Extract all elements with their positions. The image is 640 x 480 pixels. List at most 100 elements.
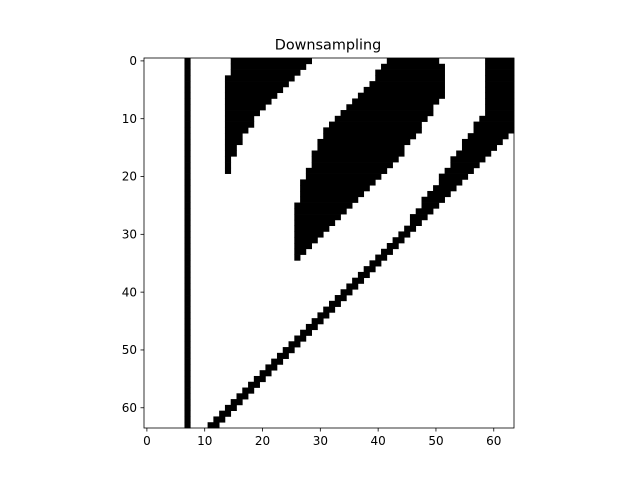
y-tick-label: 50: [122, 343, 137, 357]
image-pixel-run: [236, 393, 249, 400]
image-pixel-run: [294, 202, 353, 209]
image-pixel-run: [369, 260, 382, 267]
x-tick-label: 20: [255, 434, 270, 448]
image-pixel-run: [224, 156, 232, 163]
image-pixel-run: [184, 399, 191, 406]
image-pixel-run: [184, 98, 191, 105]
image-pixel-run: [184, 260, 191, 267]
image-pixel-run: [230, 399, 243, 406]
image-pixel-run: [485, 92, 515, 99]
axes-frame: [143, 57, 515, 429]
image-pixel-run: [340, 110, 434, 117]
image-pixel-run: [230, 63, 307, 70]
image-pixel-run: [224, 81, 289, 88]
image-pixel-run: [184, 63, 191, 70]
image-pixel-run: [184, 393, 191, 400]
image-pixel-run: [224, 110, 260, 117]
image-pixel-run: [363, 266, 376, 273]
image-pixel-run: [184, 289, 191, 296]
image-pixel-run: [456, 150, 492, 157]
image-pixel-run: [438, 173, 469, 180]
image-pixel-run: [184, 121, 191, 128]
image-pixel-run: [184, 254, 191, 261]
image-pixel-run: [184, 277, 191, 284]
image-pixel-run: [224, 121, 255, 128]
image-pixel-run: [224, 162, 232, 169]
image-pixel-run: [305, 173, 382, 180]
image-pixel-run: [184, 312, 191, 319]
image-pixel-run: [224, 98, 272, 105]
y-tick-label: 40: [122, 285, 137, 299]
image-pixel-run: [184, 237, 191, 244]
image-pixel-run: [398, 231, 411, 238]
image-pixel-run: [392, 237, 405, 244]
image-pixel-run: [224, 86, 284, 94]
image-pixel-run: [184, 295, 191, 302]
image-pixel-run: [184, 300, 191, 307]
image-pixel-run: [224, 133, 243, 140]
image-pixel-run: [300, 329, 313, 336]
image-pixel-run: [184, 156, 191, 163]
image-pixel-run: [461, 138, 503, 146]
image-pixel-run: [224, 104, 266, 111]
image-pixel-run: [184, 347, 191, 354]
image-pixel-run: [421, 196, 445, 203]
image-pixel-run: [288, 341, 301, 348]
image-pixel-run: [184, 150, 191, 157]
image-pixel-run: [300, 196, 359, 203]
x-tick-label: 30: [313, 434, 328, 448]
x-tick-label: 50: [428, 434, 443, 448]
image-pixel-run: [485, 58, 515, 65]
image-pixel-run: [300, 185, 370, 192]
image-pixel-run: [467, 133, 509, 140]
image-pixel-run: [184, 271, 191, 279]
image-pixel-run: [224, 404, 237, 412]
image-pixel-run: [219, 410, 232, 417]
image-pixel-run: [224, 138, 243, 146]
image-pixel-run: [294, 231, 324, 238]
image-pixel-run: [450, 162, 480, 169]
image-pixel-run: [294, 214, 341, 221]
image-pixel-run: [352, 98, 440, 105]
image-pixel-run: [375, 75, 445, 82]
image-pixel-run: [259, 370, 272, 377]
image-pixel-run: [485, 104, 515, 111]
image-pixel-run: [184, 92, 191, 99]
plot-area: 0 10 20 30 40 50 60 0 10 20 30 40 50 60: [122, 54, 515, 448]
image-pixel-run: [450, 156, 486, 163]
image-pixel-run: [311, 150, 405, 157]
image-pixel-run: [224, 127, 249, 134]
image-pixel-run: [276, 352, 289, 359]
y-tick-label: 30: [122, 228, 137, 242]
image-pixel-run: [184, 375, 191, 383]
image-pixel-run: [184, 266, 191, 273]
image-pixel-run: [444, 167, 474, 174]
image-pixel-run: [409, 219, 422, 227]
image-pixel-run: [438, 179, 463, 186]
image-pixel-run: [485, 98, 515, 105]
image-pixel-run: [352, 277, 365, 284]
image-pixel-run: [184, 404, 191, 412]
image-pixel-run: [184, 138, 191, 146]
image-pixel-run: [357, 271, 370, 279]
image-pixel-run: [184, 341, 191, 348]
image-pixel-run: [473, 127, 515, 134]
image-pixel-run: [294, 248, 307, 255]
image-pixel-run: [409, 214, 428, 221]
image-pixel-run: [334, 115, 428, 122]
image-pixel-run: [317, 138, 411, 146]
image-pixel-run: [184, 358, 191, 365]
image-pixel-run: [282, 347, 295, 354]
image-pixel-run: [184, 104, 191, 111]
image-pixel-run: [386, 243, 399, 250]
image-pixel-run: [184, 115, 191, 122]
heatmap-image: [144, 58, 515, 429]
image-pixel-run: [334, 295, 347, 302]
image-pixel-run: [375, 254, 388, 261]
image-pixel-run: [184, 370, 191, 377]
image-pixel-run: [381, 63, 445, 70]
image-pixel-run: [461, 144, 498, 151]
image-pixel-run: [184, 190, 191, 198]
image-pixel-run: [184, 306, 191, 313]
y-tick-label: 0: [129, 54, 137, 68]
